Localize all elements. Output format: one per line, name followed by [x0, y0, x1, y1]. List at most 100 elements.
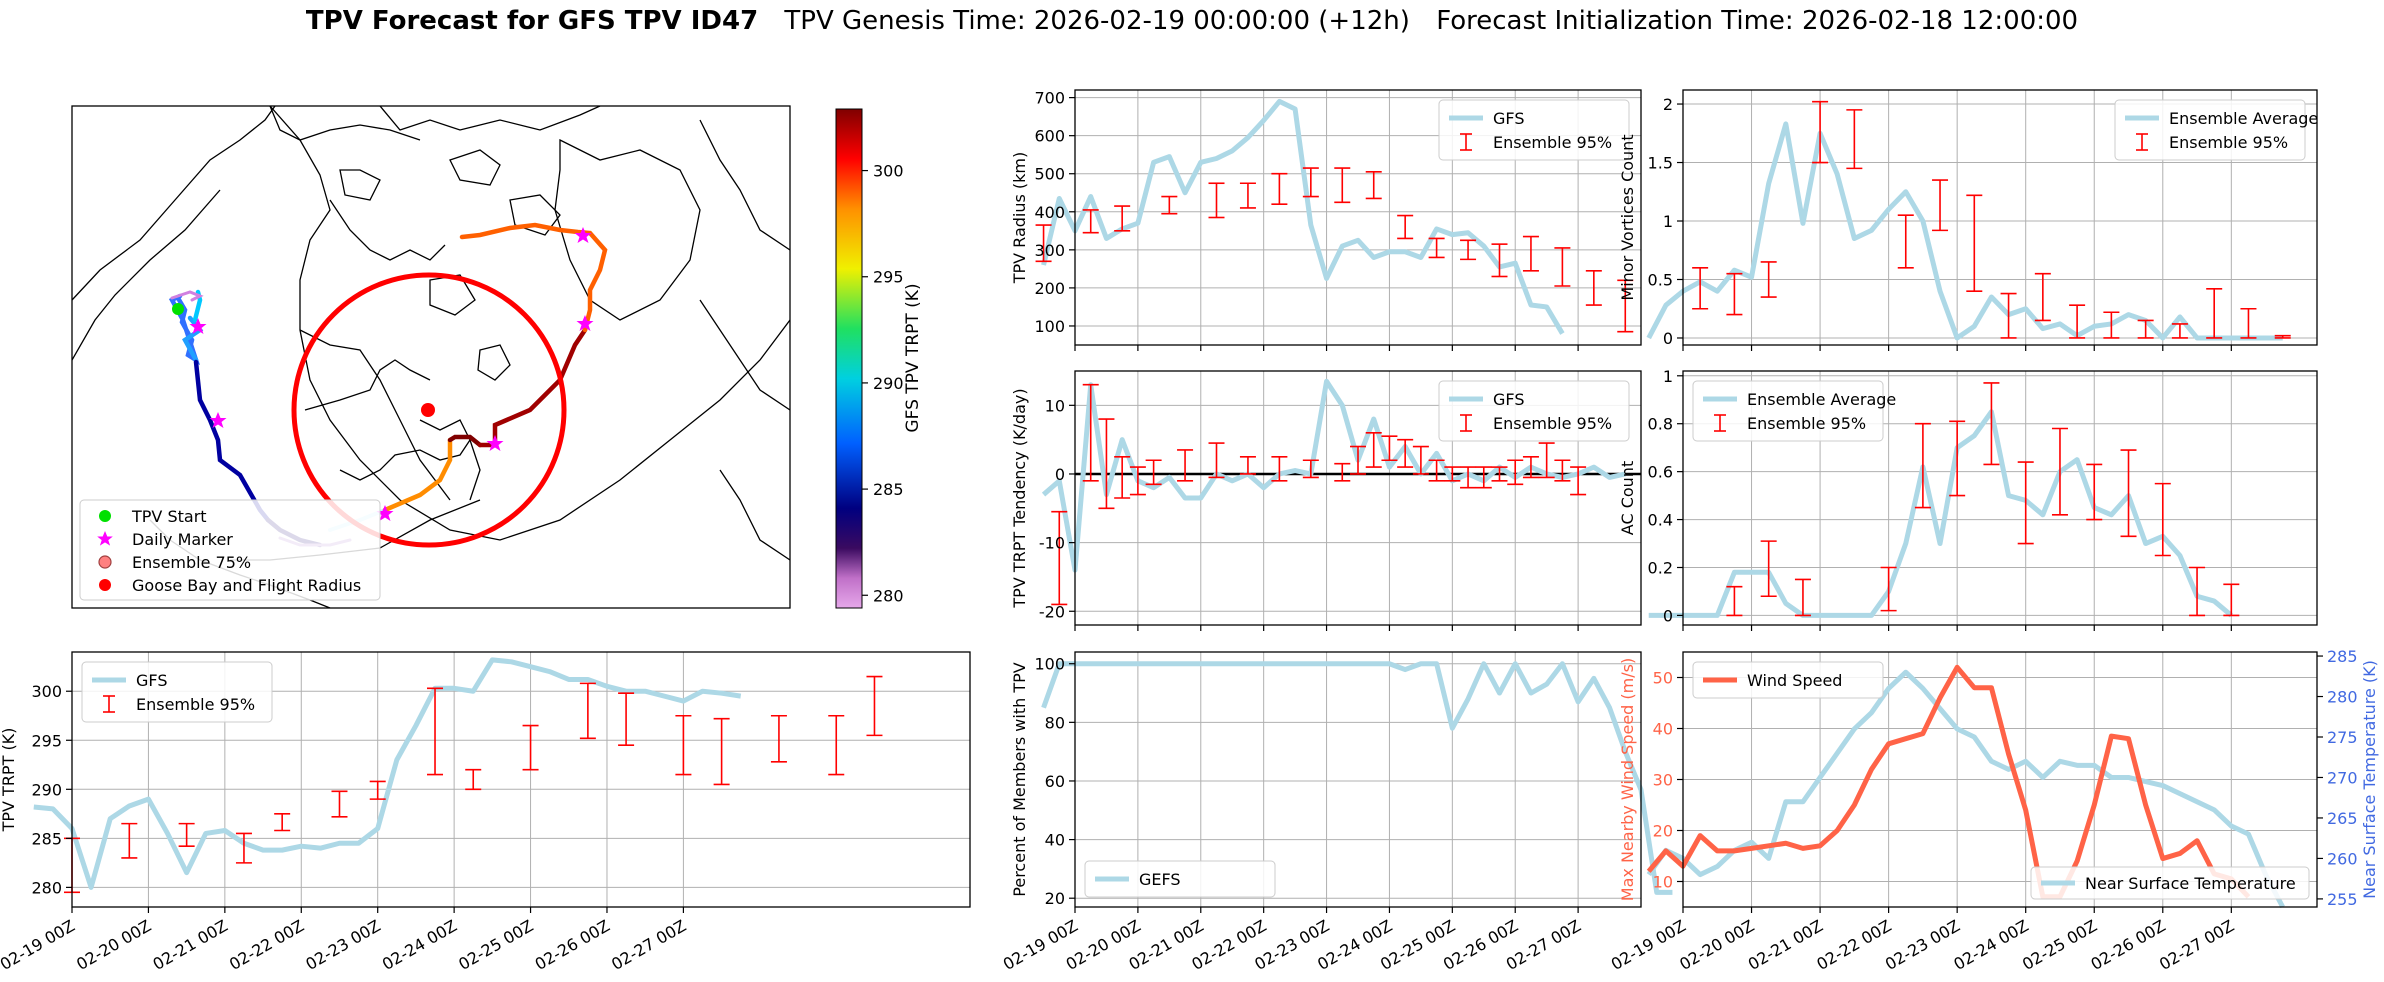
y-tick-label: 40 — [1653, 720, 1673, 739]
y-tick-label: 290 — [31, 780, 62, 799]
y-tick-label: 0.5 — [1648, 270, 1673, 289]
y-tick-label: 1.5 — [1648, 154, 1673, 173]
y-tick-label: 1 — [1663, 367, 1673, 386]
colorbar: 280 285 290 295 300 GFS TPV TRPT (K) — [835, 108, 923, 609]
legend: GEFS — [1084, 860, 1276, 898]
y-axis-label: TPV TRPT Tendency (K/day) — [1010, 388, 1029, 608]
series-line — [1041, 378, 1626, 573]
map-legend-box — [79, 499, 381, 601]
legend: GFS Ensemble 95% — [1438, 380, 1630, 442]
y2-tick-label: 255 — [2327, 890, 2358, 909]
colorbar-tick-label: 295 — [873, 268, 904, 287]
series-line — [33, 657, 742, 890]
colorbar-tick-label: 280 — [873, 586, 904, 605]
y-tick-label: 0.2 — [1648, 558, 1673, 577]
legend-label: Ensemble Average — [2169, 109, 2318, 128]
legend-ensemble-75: Ensemble 75% — [132, 553, 251, 572]
y-tick-label: 300 — [31, 682, 62, 701]
y-tick-label: 100 — [1034, 655, 1065, 674]
y-tick-label: 600 — [1034, 127, 1065, 146]
x-tick-label: 02-20 00Z — [1676, 916, 1757, 974]
y-tick-label: 100 — [1034, 317, 1065, 336]
legend-daily-marker: Daily Marker — [132, 530, 233, 549]
y-axis-label: TPV Radius (km) — [1010, 152, 1029, 285]
x-tick-label: 02-27 00Z — [608, 916, 689, 974]
x-tick-label: 02-22 00Z — [1813, 916, 1894, 974]
x-tick-label: 02-26 00Z — [532, 916, 613, 974]
goose-bay-marker — [421, 403, 435, 417]
legend: Ensemble Average Ensemble 95% — [2114, 99, 2318, 161]
legend-label: GFS — [136, 671, 167, 690]
y-tick-label: 50 — [1653, 669, 1673, 688]
y-tick-label: 10 — [1045, 396, 1065, 415]
y-tick-label: 0 — [1663, 606, 1673, 625]
panel-tendency: -20 -10 0 10 TPV TRPT Tendency (K/day) GFS Ens… — [1010, 370, 1642, 631]
axes-frame — [1074, 370, 1642, 626]
y-axis-label: AC Count — [1618, 461, 1637, 535]
y-tick-label: 500 — [1034, 165, 1065, 184]
y-tick-label: 0.8 — [1648, 415, 1673, 434]
legend-daily-icon — [97, 531, 113, 546]
y-axis-label: TPV TRPT (K) — [0, 728, 18, 833]
legend-box — [1438, 99, 1630, 161]
y-tick-label: 30 — [1653, 771, 1673, 790]
y-tick-label: 0 — [1663, 329, 1673, 348]
axes-frame — [1682, 89, 2318, 346]
legend: GFS Ensemble 95% — [81, 661, 273, 723]
daily-marker — [576, 315, 594, 331]
legend-box — [2114, 99, 2306, 161]
panel-radius: 100 200 300 400 500 600 700 TPV Radius (km) GFS E… — [1010, 89, 1642, 351]
legend2-label: Near Surface Temperature — [2085, 874, 2296, 893]
x-tick-label: 02-25 00Z — [455, 916, 536, 974]
colorbar-tick-label: 290 — [873, 374, 904, 393]
y2-tick-label: 265 — [2327, 809, 2358, 828]
tpv-start-marker — [172, 303, 184, 315]
daily-marker — [486, 435, 504, 451]
x-tick-label: 02-21 00Z — [150, 916, 231, 974]
y-axis-label: Percent of Members with TPV — [1010, 662, 1029, 896]
y-tick-label: -20 — [1039, 602, 1065, 621]
colorbar-ticks: 280 285 290 295 300 — [862, 162, 904, 605]
legend: Ensemble Average Ensemble 95% — [1692, 380, 1896, 442]
y-axis-label: Minor Vortices Count — [1618, 134, 1637, 300]
axes-frame — [1074, 89, 1642, 346]
y-tick-label: 80 — [1045, 713, 1065, 732]
axes-frame — [1074, 651, 1642, 908]
legend-label: Ensemble 95% — [1747, 414, 1866, 433]
legend: GFS Ensemble 95% — [1438, 99, 1630, 161]
y-tick-label: 2 — [1663, 95, 1673, 114]
map-frame — [71, 105, 791, 609]
legend-box — [1438, 380, 1630, 442]
map-panel: TPV Start Daily Marker Ensemble 75% Goos… — [71, 105, 923, 609]
legend-label: Ensemble Average — [1747, 390, 1896, 409]
y-axis-label: Max Nearby Wind Speed (m/s) — [1618, 658, 1637, 901]
y-tick-label: 0 — [1055, 465, 1065, 484]
y-tick-label: 40 — [1045, 831, 1065, 850]
legend-start-icon — [99, 510, 111, 522]
daily-marker — [189, 318, 207, 334]
colorbar-gradient — [835, 108, 863, 609]
legend-box — [1084, 860, 1276, 898]
y2-tick-label: 275 — [2327, 728, 2358, 747]
y-tick-label: 700 — [1034, 89, 1065, 108]
legend-label: Ensemble 95% — [2169, 133, 2288, 152]
legend-goose-bay-icon — [99, 579, 111, 591]
y2-tick-label: 260 — [2327, 849, 2358, 868]
x-tick-label: 02-25 00Z — [2019, 916, 2100, 974]
y-tick-label: 20 — [1045, 889, 1065, 908]
legend-label: GEFS — [1139, 870, 1181, 889]
legend-goose-bay: Goose Bay and Flight Radius — [132, 576, 361, 595]
y-tick-label: 295 — [31, 731, 62, 750]
x-tick-label: 02-24 00Z — [1950, 916, 2031, 974]
title-genesis: TPV Genesis Time: 2026-02-19 00:00:00 (+… — [784, 6, 1410, 36]
x-tick-label: 02-24 00Z — [379, 916, 460, 974]
flight-radius-circle — [291, 272, 567, 548]
y2-tick-label: 270 — [2327, 768, 2358, 787]
series-line — [1041, 98, 1565, 335]
colorbar-label: GFS TPV TRPT (K) — [903, 283, 923, 432]
y-tick-label: 200 — [1034, 279, 1065, 298]
legend-label: Ensemble 95% — [1493, 133, 1612, 152]
